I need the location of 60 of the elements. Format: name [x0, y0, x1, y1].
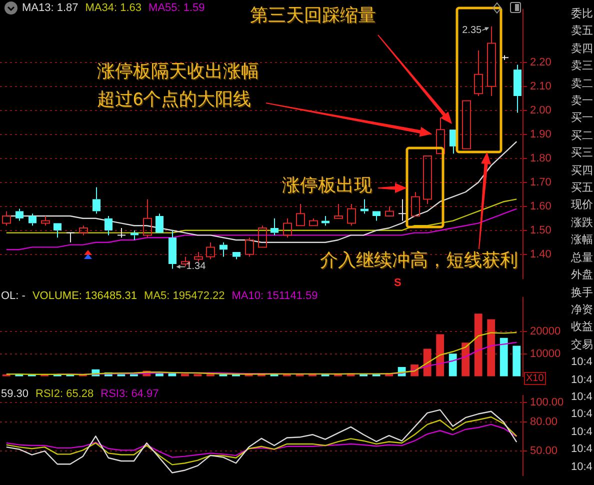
text: 10:4: [571, 355, 594, 370]
y-tick-label: 2.20: [530, 56, 552, 68]
y-tick-label: 1.60: [530, 200, 552, 212]
annotation: S: [394, 277, 402, 290]
text: RSI3: 64.97: [100, 388, 159, 400]
annotation: 第三天回踩缩量: [250, 5, 376, 26]
text: 外盘: [571, 268, 594, 284]
text: 10:4: [571, 460, 594, 475]
text: MA13: 1.87: [22, 2, 78, 14]
annotation: 2.35: [462, 25, 482, 36]
text: 10:4: [571, 372, 594, 388]
text: 卖二: [571, 76, 594, 92]
text: 净资: [571, 302, 594, 318]
text: X10: [524, 372, 546, 385]
text: 10:4: [571, 424, 594, 440]
annotation: 涨停板隔天收出涨幅: [97, 61, 259, 82]
text: MA5: 195472.22: [144, 290, 225, 302]
annotation: 1.34: [186, 260, 206, 272]
text: 59.30: [1, 388, 29, 400]
text: 卖四: [571, 42, 594, 57]
text: 委比: [571, 6, 594, 22]
text: 涨跌: [571, 216, 594, 231]
text: 交易: [571, 338, 594, 353]
y-tick-label: 1.40: [530, 248, 552, 260]
annotation: 超过6个点的大阳线: [97, 89, 252, 110]
text: 买一: [571, 111, 594, 126]
text: 买五: [571, 181, 594, 196]
annotation: 涨停板出现: [282, 175, 372, 196]
text: 涨幅: [571, 233, 594, 248]
annotation: VOLUME: 136485.31: [32, 290, 138, 302]
text: 卖三: [571, 59, 594, 74]
text: MA55: 1.59: [148, 2, 205, 14]
text: 卖一: [571, 94, 594, 110]
text: 10:4: [571, 442, 594, 458]
text: 收益: [571, 320, 594, 336]
text: MA34: 1.63: [85, 2, 142, 14]
text: MA10: 151141.59: [232, 290, 318, 302]
text: 买四: [571, 164, 594, 179]
y-tick-label: 80.00: [530, 416, 558, 428]
text: 10:4: [571, 407, 594, 422]
text: 总量: [571, 250, 594, 266]
text: 卖五: [571, 24, 594, 40]
y-tick-label: 1.80: [530, 152, 552, 164]
text: RSI2: 65.28: [36, 388, 94, 400]
y-tick-label: 2.00: [530, 104, 552, 116]
y-tick-label: 1.90: [530, 128, 552, 140]
y-tick-label: 100.00: [530, 396, 564, 408]
text: 现价: [571, 198, 594, 214]
y-tick-label: 1.50: [530, 224, 552, 236]
y-tick-label: 50.00: [530, 445, 558, 458]
annotation: 介入继续冲高，短线获利: [320, 250, 518, 271]
text: 换手: [571, 286, 594, 300]
y-tick-label: 2.10: [530, 80, 552, 92]
text: 买三: [571, 146, 594, 162]
y-tick-label: 10000: [530, 348, 561, 360]
text: 10:4: [571, 390, 594, 405]
y-tick-label: 20000: [530, 325, 561, 338]
annotation: OL: -: [1, 290, 26, 302]
y-tick-label: 1.70: [530, 176, 552, 188]
text: 买二: [571, 128, 594, 144]
